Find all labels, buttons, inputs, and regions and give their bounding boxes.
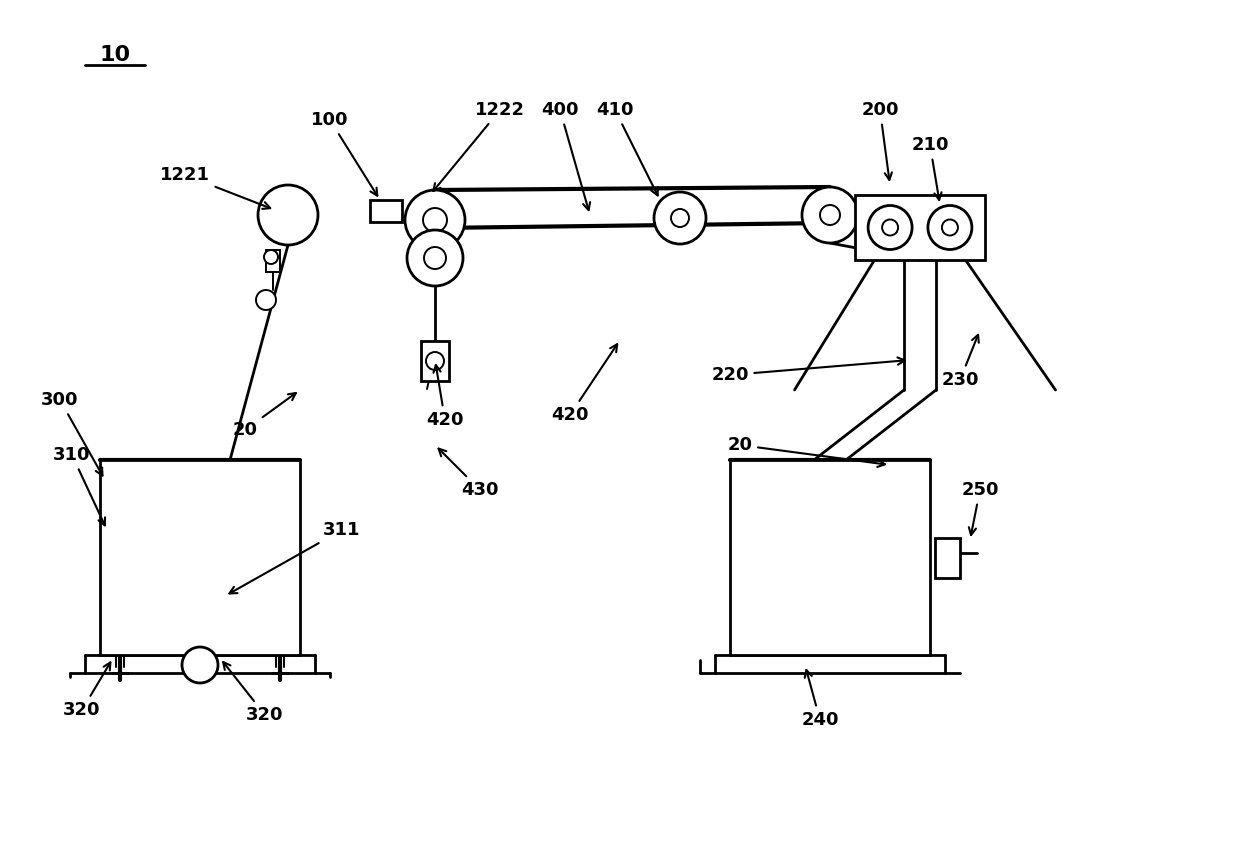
Bar (267, 250, 280, 272)
Circle shape (182, 647, 218, 683)
Text: 320: 320 (223, 662, 284, 724)
Text: 240: 240 (801, 670, 838, 729)
Circle shape (427, 352, 444, 370)
Text: 1221: 1221 (160, 166, 270, 209)
Bar (730, 460, 930, 655)
Text: 430: 430 (439, 448, 498, 499)
Circle shape (802, 187, 858, 243)
Circle shape (264, 250, 278, 264)
Text: 310: 310 (53, 446, 105, 525)
Bar (100, 460, 300, 655)
Text: 400: 400 (541, 101, 590, 210)
Text: 210: 210 (911, 136, 949, 200)
Text: 20: 20 (233, 393, 296, 439)
Bar (422, 341, 449, 381)
Text: 300: 300 (41, 391, 103, 476)
Circle shape (671, 209, 689, 227)
Text: 250: 250 (961, 481, 998, 535)
Text: 420: 420 (552, 345, 618, 424)
Circle shape (258, 185, 317, 245)
Text: 420: 420 (427, 365, 464, 429)
Text: 20: 20 (728, 436, 885, 467)
Circle shape (868, 206, 913, 249)
Circle shape (928, 206, 972, 249)
Bar (856, 195, 985, 260)
Circle shape (424, 247, 446, 269)
Bar (370, 200, 402, 222)
Circle shape (820, 205, 839, 225)
Text: 230: 230 (941, 335, 978, 389)
Text: 100: 100 (311, 111, 377, 195)
Text: 10: 10 (99, 45, 130, 65)
Bar (935, 538, 960, 578)
Text: 311: 311 (229, 521, 361, 594)
Circle shape (423, 208, 446, 232)
Text: 1222: 1222 (433, 101, 525, 191)
Circle shape (405, 190, 465, 250)
Circle shape (255, 290, 277, 310)
Text: 220: 220 (712, 357, 905, 384)
Circle shape (653, 192, 706, 244)
Circle shape (942, 219, 959, 236)
Circle shape (407, 230, 463, 286)
Text: 200: 200 (862, 101, 899, 180)
Circle shape (882, 219, 898, 236)
Text: 410: 410 (596, 101, 657, 195)
Text: 320: 320 (63, 662, 110, 719)
